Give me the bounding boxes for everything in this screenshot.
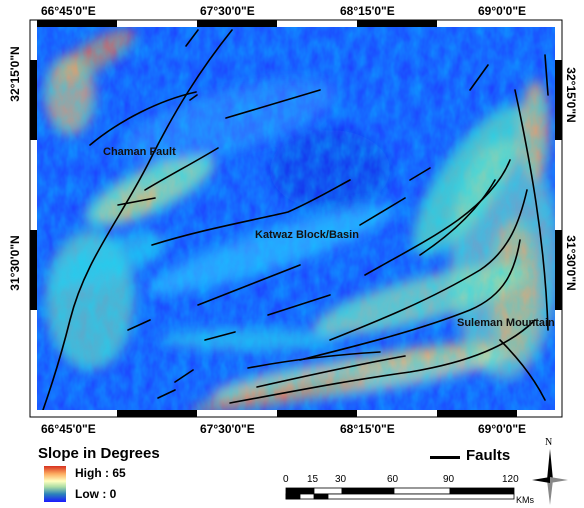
north-letter: N (545, 437, 553, 448)
label-katwaz-basin: Katwaz Block/Basin (255, 229, 359, 241)
scale-unit: KMs (516, 495, 534, 505)
scale-bar-graphic (285, 487, 515, 500)
faults-legend-label: Faults (466, 447, 511, 464)
fault-lines (42, 29, 549, 410)
top-coord-2: 67°30'0"E (200, 4, 255, 18)
top-coord-1: 66°45'0"E (41, 4, 96, 18)
north-arrow-graphic (532, 449, 568, 505)
label-chaman-fault: Chaman Fault (103, 146, 176, 158)
right-coord-1: 32°15'0"N (564, 67, 578, 123)
slope-raster (37, 27, 555, 410)
scale-tick-60: 60 (387, 474, 399, 485)
left-coord-1: 32°15'0"N (8, 46, 22, 102)
bottom-coord-1: 66°45'0"E (41, 422, 96, 436)
label-suleman-mountain: Suleman Mountain (457, 317, 555, 329)
legend-title: Slope in Degrees (38, 445, 160, 462)
faults-legend-line (430, 456, 460, 459)
bottom-coord-3: 68°15'0"E (340, 422, 395, 436)
bottom-coord-4: 69°0'0"E (478, 422, 527, 436)
graticule-ticks (30, 20, 562, 417)
scale-tick-0: 0 (283, 474, 289, 485)
left-coord-2: 31°30'0"N (8, 235, 22, 291)
legend-low-label: Low : 0 (75, 487, 117, 501)
scale-tick-90: 90 (443, 474, 455, 485)
scale-tick-120: 120 (502, 474, 519, 485)
legend-color-ramp (44, 466, 66, 502)
legend-high-label: High : 65 (75, 466, 126, 480)
scale-tick-15: 15 (307, 474, 319, 485)
right-coord-2: 31°30'0"N (564, 235, 578, 291)
scale-tick-30: 30 (335, 474, 347, 485)
top-coord-3: 68°15'0"E (340, 4, 395, 18)
top-coord-4: 69°0'0"E (478, 4, 527, 18)
bottom-coord-2: 67°30'0"E (200, 422, 255, 436)
